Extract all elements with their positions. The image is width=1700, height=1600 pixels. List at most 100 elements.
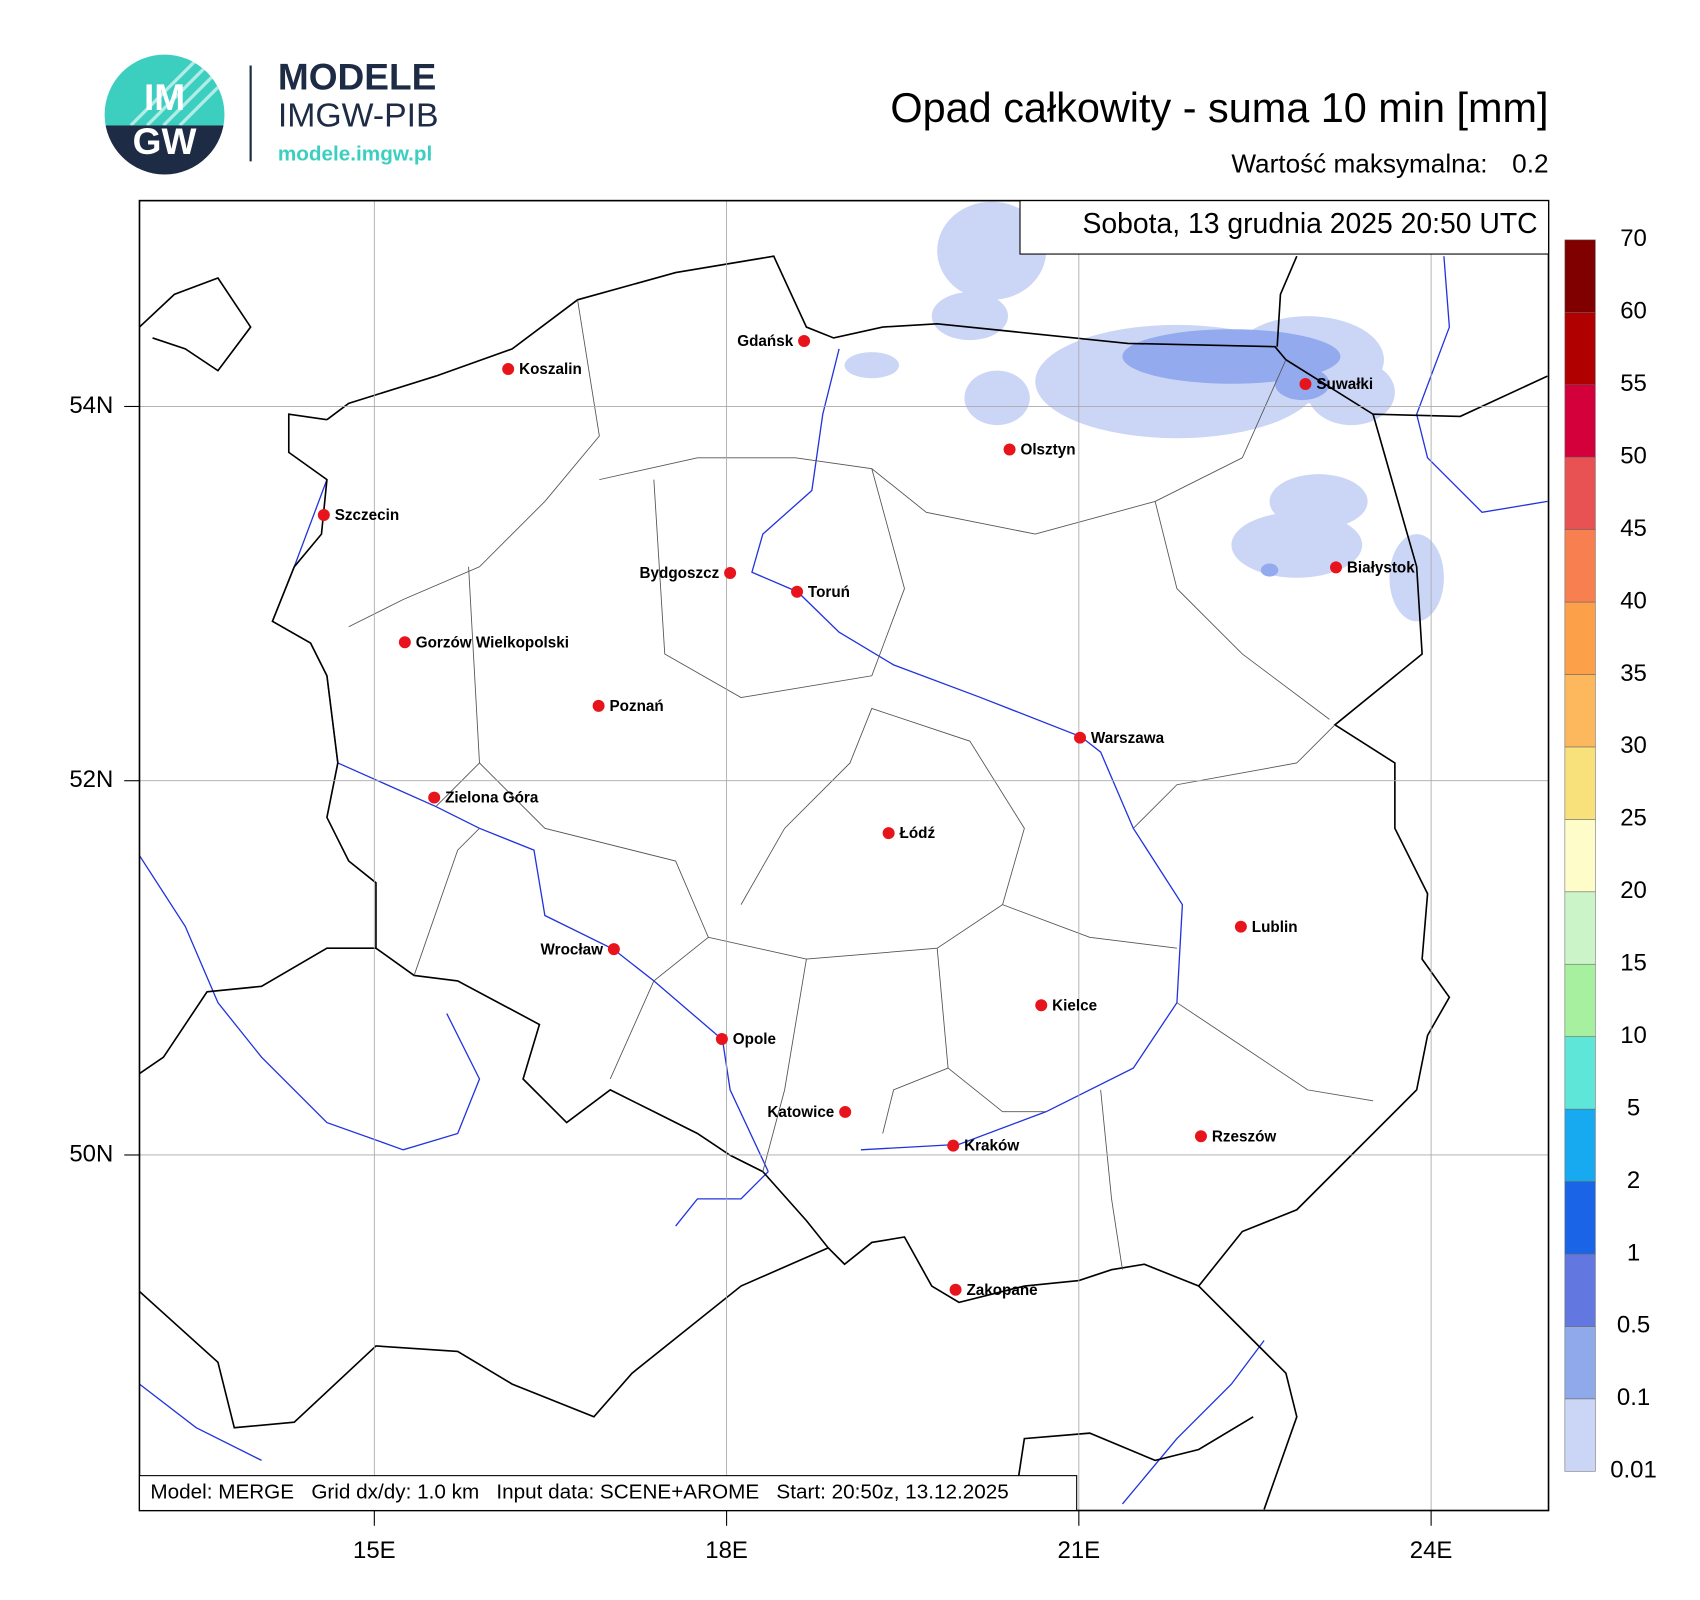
colorbar-label: 2: [1627, 1167, 1640, 1194]
colorbar-box: [1564, 1181, 1596, 1255]
city-marker: [428, 791, 441, 804]
colorbar-box: [1564, 891, 1596, 965]
city-marker: [1234, 920, 1247, 933]
colorbar-box: [1564, 1108, 1596, 1182]
colorbar-box: [1564, 963, 1596, 1037]
colorbar-box: [1564, 456, 1596, 530]
y-tick-label: 50N: [69, 1140, 113, 1167]
city-label: Lublin: [1252, 919, 1298, 936]
regions: [348, 299, 1374, 1270]
city-marker: [502, 363, 515, 376]
city-marker: [791, 585, 804, 598]
colorbar-label: 50: [1620, 443, 1647, 470]
city-marker: [798, 334, 811, 347]
colorbar-box: [1564, 819, 1596, 893]
x-tick-label: 18E: [705, 1537, 748, 1564]
city-label: Koszalin: [519, 361, 582, 378]
city-label: Rzeszów: [1212, 1128, 1277, 1145]
footer-box: [138, 1475, 1078, 1512]
colorbar-box: [1564, 1036, 1596, 1110]
city-marker: [1330, 561, 1342, 574]
brand: MODELE: [278, 55, 436, 97]
city-label: Wrocław: [541, 941, 604, 958]
city-label: Bydgoszcz: [640, 565, 720, 582]
colorbar-label: 40: [1620, 587, 1647, 614]
city-label: Poznań: [609, 698, 663, 715]
city-label: Toruń: [808, 584, 850, 601]
colorbar-label: 1: [1627, 1239, 1640, 1266]
footer: Model: MERGE Grid dx/dy: 1.0 km Input da…: [150, 1481, 1008, 1504]
city-label: Katowice: [767, 1104, 834, 1121]
colorbar-label: 70: [1620, 225, 1647, 252]
colorbar-label: 0.5: [1617, 1312, 1650, 1339]
colorbar-box: [1564, 674, 1596, 748]
city-label: Gorzów Wielkopolski: [416, 634, 569, 651]
colorbar-label: 30: [1620, 732, 1647, 759]
colorbar-label: 0.1: [1617, 1384, 1650, 1411]
y-tick-label: 54N: [69, 392, 113, 419]
colorbar-box: [1564, 529, 1596, 603]
city-label: Kielce: [1052, 997, 1097, 1014]
colorbar-box: [1564, 1326, 1596, 1400]
city-marker: [839, 1105, 852, 1118]
rivers: [139, 256, 1548, 1505]
city-marker: [715, 1032, 728, 1045]
city-marker: [1003, 443, 1016, 456]
city-marker: [1194, 1130, 1207, 1143]
city-marker: [724, 567, 737, 580]
city-marker: [1074, 731, 1087, 744]
city-label: Olsztyn: [1020, 442, 1075, 459]
colorbar-label: 5: [1627, 1094, 1640, 1121]
city-label: Opole: [733, 1031, 776, 1048]
city-marker: [947, 1139, 960, 1152]
colorbar-box: [1564, 601, 1596, 675]
x-tick-label: 24E: [1410, 1537, 1453, 1564]
x-tick-label: 15E: [353, 1537, 396, 1564]
colorbar-label: 35: [1620, 660, 1647, 687]
colorbar-label: 15: [1620, 950, 1647, 977]
colorbar-box: [1564, 1398, 1596, 1472]
url: modele.imgw.pl: [278, 142, 432, 165]
date-box: [1019, 200, 1550, 255]
city-marker: [1035, 999, 1048, 1012]
city-label: Łódź: [900, 825, 936, 842]
colorbar-label: 20: [1620, 877, 1647, 904]
colorbar-box: [1564, 1253, 1596, 1327]
logo-bottom: GW: [133, 120, 197, 162]
city-label: Zakopane: [966, 1282, 1037, 1299]
borders: [139, 255, 1548, 1511]
city-label: Kraków: [964, 1138, 1019, 1155]
colorbar-box: [1564, 384, 1596, 458]
colorbar-box: [1564, 239, 1596, 313]
brand-sub: IMGW-PIB: [278, 97, 439, 135]
y-tick-label: 52N: [69, 766, 113, 793]
precipitation: [844, 201, 1444, 622]
city-label: Zielona Góra: [445, 790, 539, 807]
colorbar-label: 45: [1620, 515, 1647, 542]
city-marker: [398, 636, 411, 649]
map: Gdańsk Koszalin Suwałki Olsztyn Szczecin Bydg…: [139, 200, 1549, 1511]
colorbar-box: [1564, 746, 1596, 820]
max-value: 0.2: [1512, 149, 1548, 179]
city-marker: [882, 827, 895, 840]
logo-top: IM: [144, 76, 185, 118]
city-label: Szczecin: [335, 507, 399, 524]
x-tick-label: 21E: [1058, 1537, 1101, 1564]
colorbar-label: 0.01: [1610, 1457, 1657, 1484]
city-label: Warszawa: [1091, 730, 1165, 747]
colorbar-label: 55: [1620, 370, 1647, 397]
city-label: Białystok: [1347, 560, 1415, 577]
max-label: Wartość maksymalna:: [1231, 149, 1487, 179]
colorbar-label: 10: [1620, 1022, 1647, 1049]
colorbar-label: 25: [1620, 805, 1647, 832]
city-marker: [607, 943, 620, 956]
city-marker: [949, 1283, 962, 1296]
city-marker: [1299, 378, 1312, 391]
city-marker: [592, 699, 605, 712]
city-label: Suwałki: [1316, 376, 1373, 393]
colorbar-label: 60: [1620, 298, 1647, 325]
title: Opad całkowity - suma 10 min [mm]: [890, 85, 1548, 131]
date: Sobota, 13 grudnia 2025 20:50 UTC: [1082, 208, 1537, 240]
city-label: Gdańsk: [737, 333, 793, 350]
